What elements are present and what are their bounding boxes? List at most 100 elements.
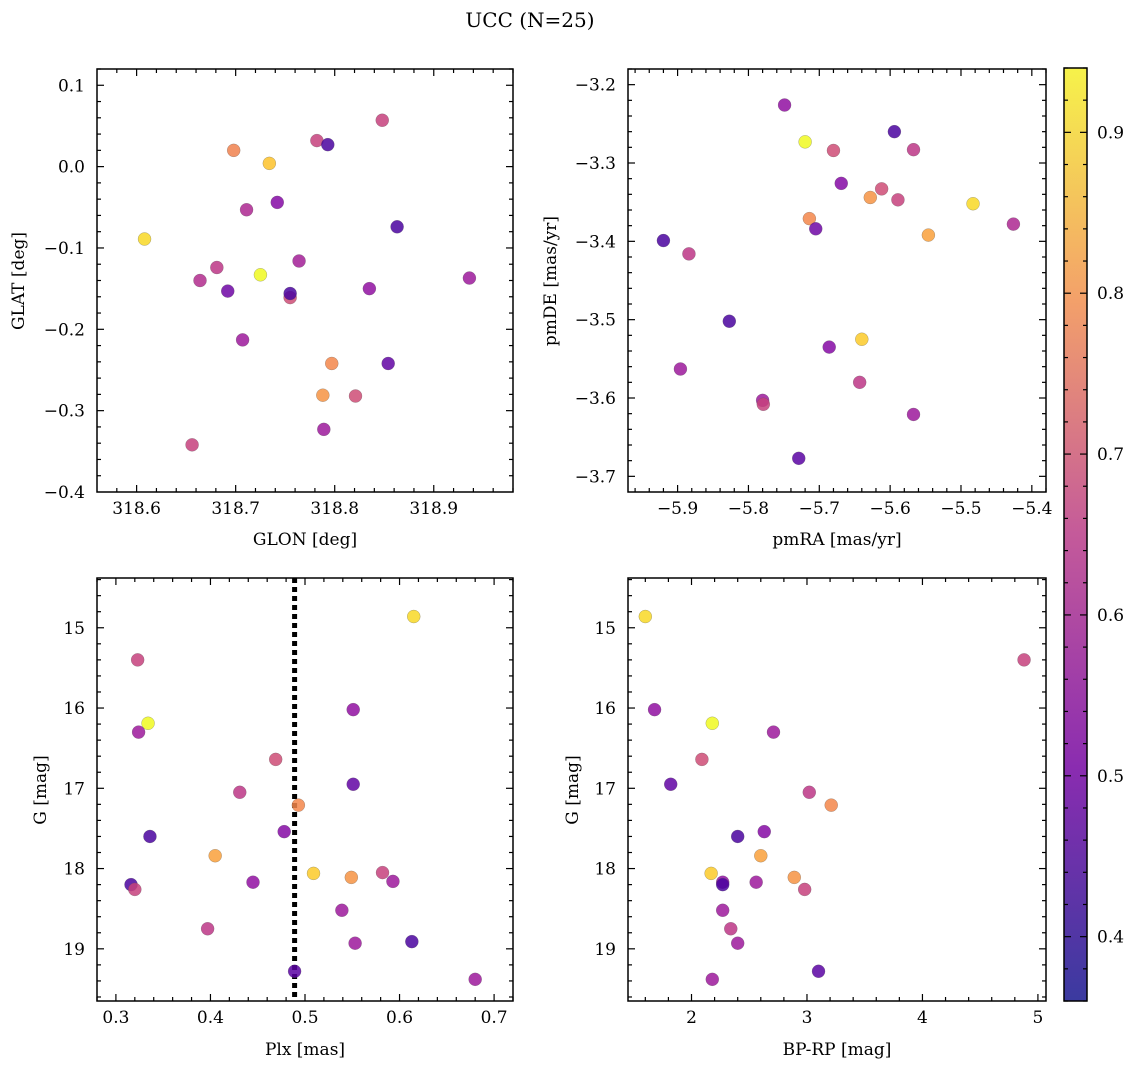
data-point	[705, 716, 719, 730]
data-point	[226, 143, 241, 158]
data-point	[682, 247, 696, 261]
data-point	[291, 798, 306, 812]
data-point	[766, 725, 781, 739]
data-point	[809, 222, 823, 236]
data-point	[462, 271, 477, 285]
data-point	[390, 220, 404, 234]
data-point	[695, 752, 709, 767]
y-tick-label: −3.6	[575, 389, 616, 409]
data-point	[325, 356, 339, 371]
data-point	[798, 135, 812, 149]
data-point	[239, 203, 254, 217]
data-point	[715, 877, 730, 892]
x-tick-label: 3	[802, 1008, 813, 1028]
x-tick-label: 318.9	[409, 499, 458, 519]
figure-title: UCC (N=25)	[465, 8, 594, 32]
plot-frame	[96, 577, 514, 1002]
panel-glon-glat: 318.6 318.7 318.8 318.9 −0.4 −0.3 −0.2 −0.1 0.0 0…	[9, 68, 514, 550]
x-tick-label: 0.6	[386, 1008, 413, 1028]
colorbar-tick-label: 0.7	[1097, 445, 1124, 465]
data-point	[757, 824, 771, 839]
data-point	[306, 866, 321, 881]
data-point	[137, 232, 152, 246]
data-point	[344, 870, 359, 885]
data-point	[797, 882, 812, 897]
data-point	[802, 211, 817, 226]
data-point	[787, 870, 801, 885]
ticks-layer: 318.6 318.7 318.8 318.9 −0.4 −0.3 −0.2 −0.1 0.0 0…	[44, 68, 514, 519]
plot-frame	[96, 68, 514, 493]
y-tick-label: 19	[594, 940, 616, 960]
x-axis-label: GLON [deg]	[253, 530, 357, 550]
y-tick-label: −3.7	[575, 467, 616, 487]
data-point	[852, 375, 867, 390]
x-tick-label: 0.7	[481, 1008, 508, 1028]
data-point	[921, 228, 936, 242]
data-point	[381, 356, 395, 371]
points-layer	[137, 113, 477, 452]
data-point	[730, 829, 745, 844]
data-point	[346, 777, 360, 791]
data-point	[210, 260, 224, 275]
data-point	[321, 137, 335, 152]
colorbar-tick-label: 0.8	[1097, 284, 1124, 304]
data-point	[375, 113, 389, 127]
colorbar-frame	[1063, 67, 1088, 1002]
y-tick-label: −3.4	[575, 232, 616, 252]
data-point	[235, 333, 250, 347]
data-point	[704, 866, 718, 881]
panel-plx-g: 0.3 0.4 0.5 0.6 0.7 15 16 17 18 19 Plx [mas] G [m…	[31, 577, 514, 1060]
panel-bprp-g: 2 3 4 5 15 16 17 18 19 BP-RP [mag] G [mag]	[563, 577, 1047, 1060]
y-tick-label: 15	[63, 619, 85, 639]
y-tick-label: 18	[63, 860, 85, 880]
data-point	[705, 972, 719, 987]
data-point	[221, 284, 235, 298]
data-point	[638, 609, 653, 624]
data-point	[185, 438, 199, 452]
x-tick-label: 318.8	[310, 499, 359, 519]
data-point	[730, 936, 745, 950]
y-tick-label: −3.3	[575, 154, 616, 174]
y-tick-label: −0.3	[44, 402, 85, 422]
y-tick-label: 16	[594, 699, 616, 719]
y-tick-label: 19	[63, 940, 85, 960]
data-point	[863, 190, 877, 205]
data-point	[777, 98, 792, 112]
data-point	[1006, 217, 1021, 231]
data-point	[233, 785, 247, 800]
y-axis-label: G [mag]	[31, 755, 51, 824]
x-tick-label: −5.4	[1011, 499, 1052, 519]
data-point	[200, 922, 215, 936]
points-layer	[656, 98, 1021, 466]
y-tick-label: 18	[594, 860, 616, 880]
data-point	[468, 972, 482, 987]
data-point	[664, 777, 678, 791]
x-tick-label: 0.4	[197, 1008, 224, 1028]
data-point	[270, 195, 284, 210]
data-point	[253, 268, 268, 282]
colorbar-tick-label: 0.6	[1097, 606, 1124, 626]
x-tick-label: 0.3	[102, 1008, 129, 1028]
y-tick-label: −0.4	[44, 483, 85, 503]
plot-frame	[627, 68, 1047, 493]
colorbar-gradient	[1064, 68, 1087, 1001]
colorbar-tick-label: 0.4	[1097, 928, 1124, 948]
data-point	[906, 142, 921, 157]
data-point	[283, 286, 297, 301]
x-tick-label: −5.9	[657, 499, 698, 519]
x-tick-label: 0.5	[291, 1008, 318, 1028]
data-point	[262, 156, 277, 171]
x-tick-label: −5.7	[799, 499, 840, 519]
y-tick-label: −0.2	[44, 320, 85, 340]
x-tick-label: 4	[917, 1008, 928, 1028]
y-tick-label: 17	[63, 779, 85, 799]
data-point	[246, 875, 260, 889]
y-tick-label: 17	[594, 779, 616, 799]
x-tick-label: −5.5	[940, 499, 981, 519]
ticks-layer: −5.9 −5.8 −5.7 −5.6 −5.5 −5.4 −3.7 −3.6 −3.5 −3.4…	[575, 68, 1052, 519]
data-point	[128, 882, 142, 897]
y-axis-label: pmDE [mas/yr]	[541, 216, 561, 346]
x-tick-label: −5.8	[728, 499, 769, 519]
plot-frame	[627, 577, 1047, 1002]
